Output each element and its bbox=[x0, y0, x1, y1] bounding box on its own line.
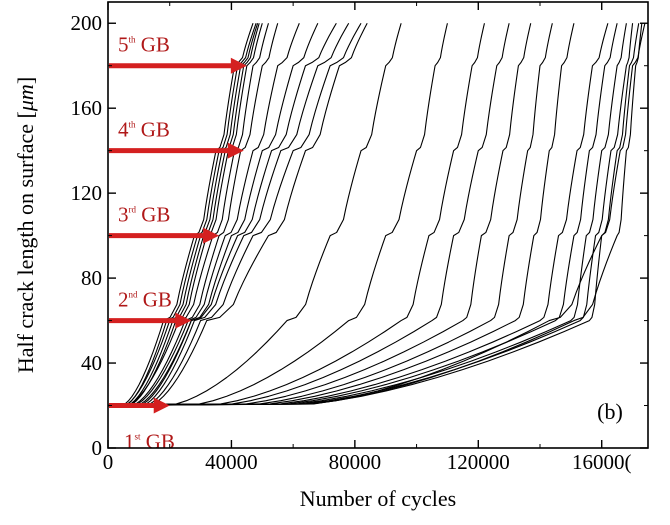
crack-growth-curve bbox=[108, 23, 260, 407]
y-tick-label: 0 bbox=[92, 436, 103, 460]
y-tick-label: 120 bbox=[71, 181, 103, 205]
gb-label-number: 2 bbox=[118, 288, 129, 312]
gb-label-suffix: th bbox=[129, 35, 137, 45]
crack-growth-curve bbox=[108, 23, 634, 407]
crack-growth-curve bbox=[108, 23, 319, 407]
crack-growth-curve bbox=[108, 23, 259, 407]
x-axis-title: Number of cycles bbox=[300, 486, 456, 511]
y-tick-label: 160 bbox=[71, 96, 103, 120]
crack-growth-curve bbox=[108, 23, 532, 407]
gb-label-suffix: nd bbox=[129, 290, 139, 300]
gb-label-suffix: st bbox=[135, 432, 142, 442]
gb-label-suffix: rd bbox=[129, 205, 137, 215]
gb-label-suffix: th bbox=[129, 120, 137, 130]
gb-arrow-head bbox=[227, 142, 244, 159]
y-axis-title-close: ] bbox=[13, 77, 38, 84]
gb-label-text: GB bbox=[141, 430, 175, 454]
panel-label: (b) bbox=[597, 399, 623, 424]
y-axis-title-text: Half crack length on surface [ bbox=[13, 111, 38, 373]
crack-growth-curve bbox=[108, 23, 609, 407]
gb-arrow-head bbox=[153, 397, 170, 414]
gb-label-text: GB bbox=[136, 118, 170, 142]
crack-growth-curve bbox=[108, 23, 640, 407]
y-axis: 0 40 80 120 160 200 bbox=[71, 11, 648, 460]
crack-growth-curve bbox=[108, 23, 279, 407]
x-tick-label: 0 bbox=[103, 450, 114, 474]
crack-growth-curve bbox=[108, 23, 618, 407]
series-group bbox=[108, 22, 646, 407]
crack-growth-curve bbox=[108, 23, 485, 407]
gb-arrow-head bbox=[203, 227, 220, 244]
x-tick-label: 16000( bbox=[572, 450, 632, 474]
x-tick-label: 80000 bbox=[329, 450, 382, 474]
x-tick-label: 40000 bbox=[205, 450, 258, 474]
gb-label: 5th GB bbox=[118, 33, 170, 57]
y-tick-label: 40 bbox=[81, 351, 102, 375]
gb-label-number: 4 bbox=[118, 118, 129, 142]
gb-label-number: 5 bbox=[118, 33, 129, 57]
gb-label-text: GB bbox=[136, 33, 170, 57]
crack-growth-curve bbox=[108, 22, 350, 407]
gb-arrow-head bbox=[230, 57, 247, 74]
crack-growth-curve bbox=[108, 23, 263, 407]
gb-label-text: GB bbox=[136, 203, 170, 227]
x-axis: 0 40000 80000 120000 16000( bbox=[103, 2, 632, 474]
crack-growth-curve bbox=[108, 23, 553, 407]
gb-label-number: 1 bbox=[124, 430, 135, 454]
crack-growth-curve bbox=[108, 23, 646, 407]
crack-growth-curve bbox=[108, 23, 402, 407]
gb-label: 3rd GB bbox=[118, 203, 170, 227]
crack-growth-curve bbox=[108, 23, 643, 407]
gb-label: 2nd GB bbox=[118, 288, 172, 312]
crack-growth-curve bbox=[108, 23, 627, 407]
y-axis-title-unit: μm bbox=[13, 84, 38, 112]
crack-growth-curve bbox=[108, 23, 269, 407]
crack-growth-curve bbox=[108, 23, 510, 407]
gb-arrow-head bbox=[175, 312, 192, 329]
gb-label: 1st GB bbox=[124, 430, 175, 454]
crack-growth-curve bbox=[108, 23, 575, 407]
crack-growth-curve bbox=[108, 22, 337, 407]
gb-label: 4th GB bbox=[118, 118, 170, 142]
y-tick-label: 80 bbox=[81, 266, 102, 290]
y-tick-label: 200 bbox=[71, 11, 103, 35]
plot-frame bbox=[107, 1, 649, 449]
gb-label-number: 3 bbox=[118, 203, 129, 227]
x-tick-label: 120000 bbox=[447, 450, 510, 474]
crack-growth-curve bbox=[108, 23, 300, 407]
crack-growth-curve bbox=[108, 22, 362, 407]
gb-label-text: GB bbox=[138, 288, 172, 312]
crack-growth-curve bbox=[108, 22, 368, 407]
y-axis-title: Half crack length on surface [μm] bbox=[13, 77, 38, 373]
crack-growth-curve bbox=[108, 23, 448, 407]
